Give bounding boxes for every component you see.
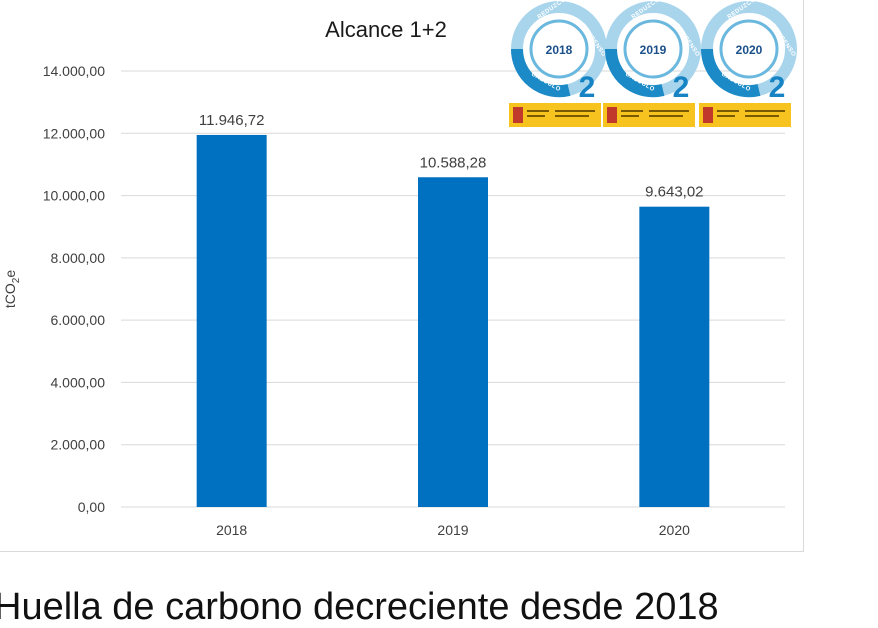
bar-2020	[639, 206, 710, 507]
y-tick-label: 14.000,00	[43, 63, 105, 79]
data-label-2020: 9.643,02	[645, 184, 703, 201]
y-tick-label: 2.000,00	[51, 437, 106, 453]
bar-2018	[196, 134, 267, 507]
x-tick-label-2020: 2020	[659, 522, 690, 538]
y-tick-label: 12.000,00	[43, 125, 105, 141]
y-tick-label: 0,00	[78, 499, 105, 515]
chart-title: Alcance 1+2	[325, 17, 447, 42]
y-axis-title: tCO2e	[2, 270, 22, 308]
chart-frame: 0,00 2.000,00 4.000,00 6.000,00 8.000,00 10.0…	[0, 0, 804, 552]
seal-digit: 2	[769, 71, 786, 104]
x-axis: 2018 2019 2020	[216, 522, 690, 538]
seal-digit: 2	[673, 71, 690, 104]
bars	[196, 134, 710, 507]
x-tick-label-2019: 2019	[437, 522, 468, 538]
seal-year: 2018	[546, 43, 573, 57]
x-tick-label-2018: 2018	[216, 522, 247, 538]
data-label-2019: 10.588,28	[420, 154, 487, 171]
y-tick-label: 10.000,00	[43, 188, 105, 204]
y-axis: 0,00 2.000,00 4.000,00 6.000,00 8.000,00 10.0…	[43, 63, 106, 515]
data-label-2018: 11.946,72	[199, 112, 265, 129]
logos: REDUZCOCOMPENSOCALCULO20182REDUZCOCOMPEN…	[509, 0, 797, 127]
seal-year: 2020	[736, 43, 763, 57]
bar-2019	[418, 177, 488, 507]
bar-chart: 0,00 2.000,00 4.000,00 6.000,00 8.000,00 10.0…	[2, 0, 797, 538]
y-tick-label: 6.000,00	[51, 312, 106, 328]
y-tick-label: 4.000,00	[51, 374, 106, 390]
data-labels: 11.946,72 10.588,28 9.643,02	[199, 112, 704, 201]
y-tick-label: 8.000,00	[51, 250, 106, 266]
seal-year: 2019	[640, 43, 667, 57]
seal-digit: 2	[579, 71, 596, 104]
caption: Huella de carbono decreciente desde 2018	[0, 586, 719, 628]
